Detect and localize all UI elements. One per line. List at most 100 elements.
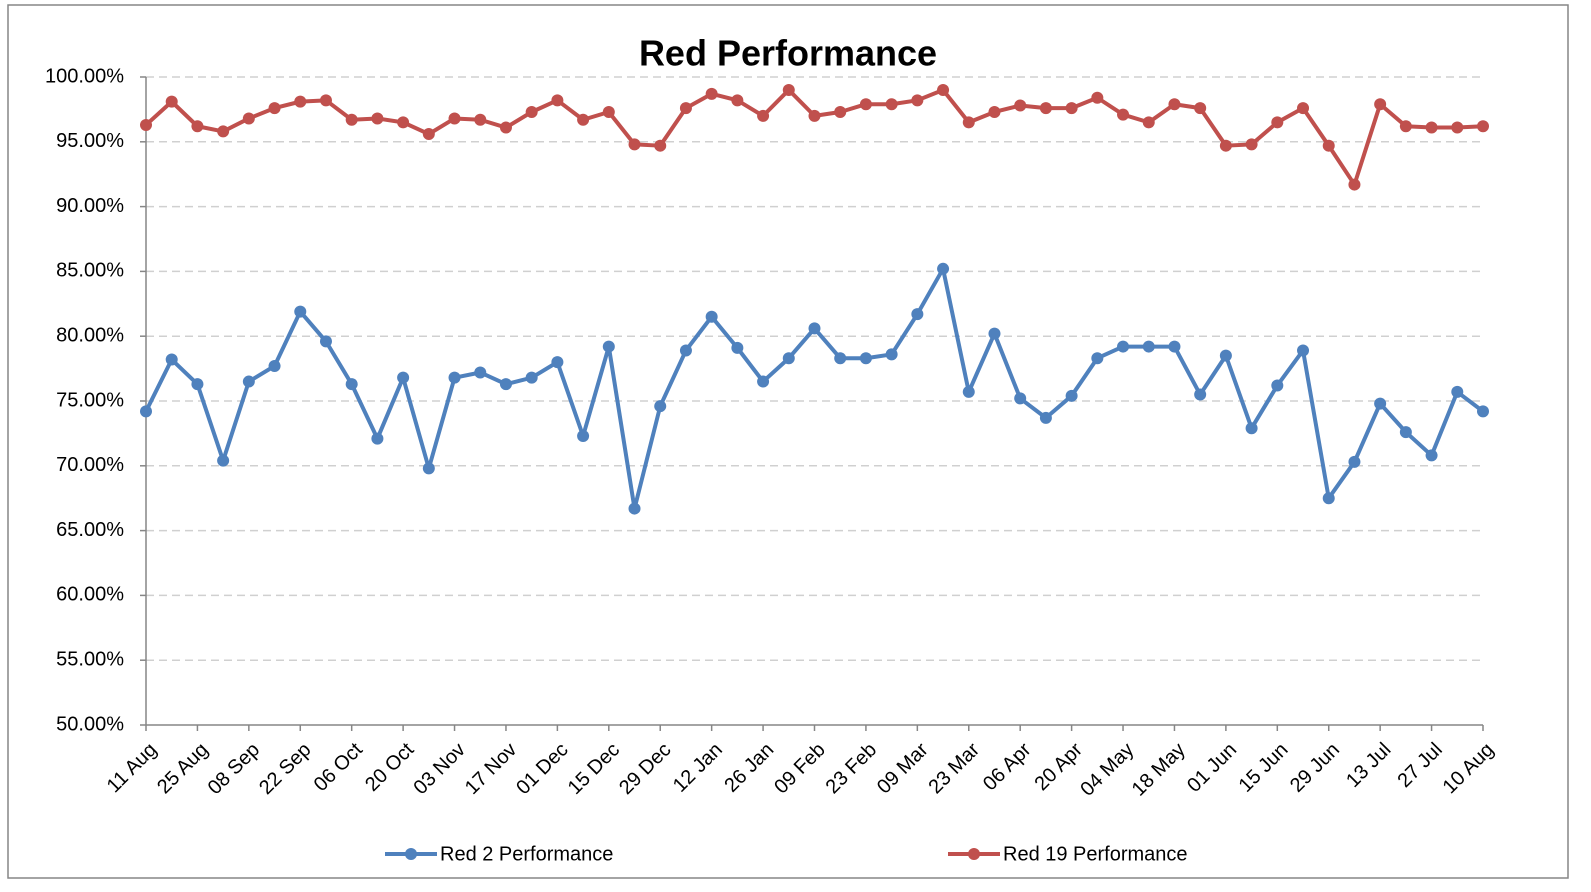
point: [1014, 392, 1027, 405]
point: [1374, 397, 1387, 410]
y-tick-label: 90.00%: [56, 195, 124, 217]
point: [268, 360, 281, 373]
y-tick-label: 75.00%: [56, 389, 124, 411]
point: [422, 462, 435, 475]
point: [911, 308, 924, 321]
point: [242, 112, 255, 125]
point: [1039, 102, 1052, 115]
point: [217, 125, 230, 138]
point: [397, 116, 410, 129]
y-tick-label: 55.00%: [56, 648, 124, 670]
point: [294, 95, 307, 108]
point: [191, 120, 204, 133]
point: [1297, 102, 1310, 115]
point: [731, 341, 744, 354]
point: [1322, 139, 1335, 152]
y-tick-label: 95.00%: [56, 130, 124, 152]
point: [1297, 344, 1310, 357]
point: [937, 83, 950, 96]
y-tick-label: 50.00%: [56, 713, 124, 735]
point: [551, 94, 564, 107]
point: [1194, 102, 1207, 115]
point: [988, 105, 1001, 118]
point: [1245, 422, 1258, 435]
point: [1142, 116, 1155, 129]
point: [191, 378, 204, 391]
point: [1117, 108, 1130, 121]
point: [525, 105, 538, 118]
chart-border: [7, 4, 1569, 879]
point: [834, 352, 847, 365]
point: [654, 139, 667, 152]
point: [859, 98, 872, 111]
point: [782, 83, 795, 96]
point: [834, 105, 847, 118]
point: [345, 378, 358, 391]
y-tick-label: 60.00%: [56, 584, 124, 606]
point: [1219, 349, 1232, 362]
point: [679, 344, 692, 357]
point: [499, 121, 512, 134]
point: [1399, 120, 1412, 133]
point: [319, 94, 332, 107]
point: [474, 113, 487, 126]
point: [371, 432, 384, 445]
point: [705, 87, 718, 100]
point: [988, 327, 1001, 340]
point: [1271, 379, 1284, 392]
point: [1477, 120, 1489, 133]
point: [628, 138, 641, 151]
point: [911, 94, 924, 107]
point: [294, 305, 307, 318]
y-tick-label: 80.00%: [56, 324, 124, 346]
point: [628, 502, 641, 515]
y-tick-label: 70.00%: [56, 454, 124, 476]
y-tick-label: 85.00%: [56, 260, 124, 282]
point: [859, 352, 872, 365]
point: [962, 385, 975, 398]
point: [1477, 405, 1489, 418]
point: [371, 112, 384, 125]
point: [268, 102, 281, 115]
point: [1399, 426, 1412, 439]
point: [474, 366, 487, 379]
point: [1374, 98, 1387, 111]
point: [1451, 385, 1464, 398]
point: [422, 128, 435, 141]
point: [808, 109, 821, 122]
point: [1348, 178, 1361, 191]
y-tick-label: 65.00%: [56, 519, 124, 541]
chart-title: Red Performance: [639, 33, 937, 74]
point: [165, 95, 178, 108]
point: [1194, 388, 1207, 401]
point: [1425, 121, 1438, 134]
point: [962, 116, 975, 129]
point: [1065, 102, 1078, 115]
point: [577, 113, 590, 126]
point: [1142, 340, 1155, 353]
point: [140, 405, 152, 418]
point: [1065, 389, 1078, 402]
point: [679, 102, 692, 115]
point: [885, 98, 898, 111]
point: [1091, 352, 1104, 365]
point: [242, 375, 255, 388]
legend-label: Red 2 Performance: [440, 843, 613, 865]
point: [937, 262, 950, 275]
point: [1271, 116, 1284, 129]
point: [319, 335, 332, 348]
point: [705, 310, 718, 323]
point: [602, 340, 615, 353]
point: [757, 375, 770, 388]
point: [448, 112, 461, 125]
point: [140, 118, 152, 131]
legend-label: Red 19 Performance: [1003, 843, 1188, 865]
point: [1039, 411, 1052, 424]
point: [397, 371, 410, 384]
point: [217, 454, 230, 467]
point: [165, 353, 178, 366]
point: [345, 113, 358, 126]
y-tick-label: 100.00%: [45, 65, 124, 87]
